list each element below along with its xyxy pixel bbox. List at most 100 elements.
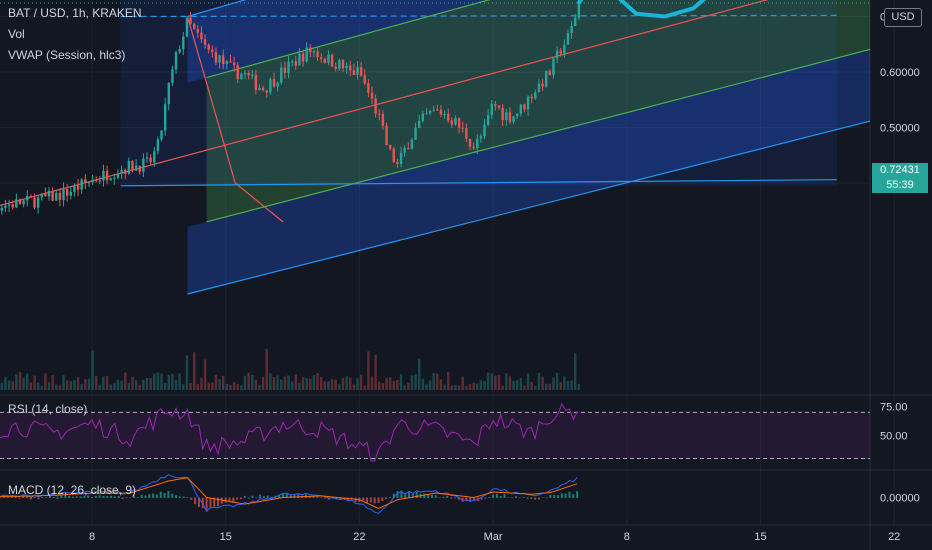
macd-histogram-bar [545, 497, 548, 499]
candle-body [432, 109, 435, 111]
last-price-tag: 0.72431 [872, 163, 928, 178]
macd-histogram-bar [457, 497, 460, 500]
candle-body [200, 32, 203, 40]
macd-histogram-bar [511, 497, 514, 499]
drawing-overlay [0, 0, 870, 19]
candle-body [323, 59, 327, 63]
currency-button[interactable]: USD [884, 8, 922, 27]
volume-bar [374, 354, 377, 390]
volume-bar [182, 384, 185, 390]
volume-bar [301, 377, 305, 390]
macd-histogram-bar [91, 496, 93, 498]
candle-body [269, 79, 272, 93]
macd-histogram-bar [175, 495, 178, 498]
volume-bar [131, 376, 134, 390]
candle-body [512, 116, 515, 122]
volume-bar [497, 375, 501, 390]
volume-bar [519, 377, 522, 390]
volume-bar [432, 372, 435, 390]
candle-body [465, 127, 468, 139]
candle-body [280, 67, 283, 83]
candle-body [519, 104, 522, 114]
volume-bar [247, 372, 250, 390]
range-box [120, 0, 837, 186]
candle-body [515, 113, 519, 117]
time-axis-tick: 8 [624, 531, 630, 543]
macd-histogram-bar [534, 497, 537, 500]
candle-body [203, 39, 207, 45]
volume-bar [174, 379, 178, 390]
volume-bar [483, 380, 486, 390]
rsi-line [0, 402, 578, 462]
candle-body [51, 190, 54, 201]
volume-bar [163, 383, 167, 390]
candle-body [497, 105, 501, 108]
candle-body [327, 54, 330, 63]
macd-histogram-bar [507, 497, 510, 498]
candle-body [80, 179, 83, 190]
macd-histogram-bar [411, 493, 414, 498]
candle-body [192, 23, 196, 29]
candle-body [490, 103, 493, 116]
volume-bar [425, 384, 428, 390]
macd-histogram-bar [18, 497, 21, 499]
candle-body [305, 47, 308, 62]
candle-body [254, 74, 258, 91]
macd-histogram-bar [396, 490, 399, 498]
macd-histogram-bar [239, 497, 242, 500]
symbol-legend[interactable]: BAT / USD, 1h, KRAKEN [8, 6, 142, 20]
volume-bar [385, 378, 388, 390]
signal-line [0, 477, 578, 510]
candle-body [178, 49, 181, 53]
volume-bar [171, 373, 174, 390]
candle-body [87, 182, 91, 184]
macd-histogram-bar [152, 493, 155, 498]
macd-histogram-bar [557, 495, 560, 498]
volume-bar [490, 373, 493, 390]
candle-body [468, 138, 472, 147]
macd-legend[interactable]: MACD (12, 26, close, 9) [8, 483, 137, 497]
candle-body [388, 145, 392, 149]
volume-bar [312, 375, 316, 390]
price-axis-tick: 0.60000 [880, 67, 920, 79]
rsi-legend[interactable]: RSI (14, close) [8, 402, 88, 416]
candle-body [555, 50, 559, 59]
vol-legend[interactable]: Vol [8, 27, 25, 41]
macd-histogram-bar [408, 491, 411, 498]
candle-body [243, 73, 247, 75]
volume-bar [120, 380, 123, 390]
macd-histogram-bar [159, 491, 162, 498]
volume-bar [127, 383, 131, 390]
macd-histogram-bar [129, 497, 132, 499]
macd-histogram-bar [503, 494, 506, 498]
macd-histogram-bar [52, 496, 55, 498]
macd-histogram-bar [41, 497, 44, 498]
candle-body [258, 87, 261, 91]
volume-bar [272, 377, 276, 390]
volume-bar [410, 375, 414, 390]
volume-bar [69, 381, 72, 390]
volume-bar [436, 373, 439, 390]
candle-body [149, 157, 152, 163]
price-candles [0, 0, 581, 215]
volume-bar [200, 377, 203, 390]
volume-bar [87, 378, 91, 390]
vwap-legend[interactable]: VWAP (Session, hlc3) [8, 48, 126, 62]
volume-bar [476, 383, 479, 390]
macd-histogram-bar [362, 497, 365, 501]
candle-body [537, 83, 541, 93]
countdown-tag: 55:39 [872, 178, 928, 193]
macd-histogram-bar [213, 497, 216, 507]
volume-bar [62, 375, 65, 390]
macd-histogram-bar [423, 493, 426, 498]
candle-body [95, 179, 98, 182]
macd-histogram-bar [499, 496, 502, 498]
candle-body [236, 65, 239, 80]
candle-body [316, 51, 319, 58]
candle-body [461, 127, 464, 129]
candle-body [26, 195, 29, 201]
volume-bar [378, 381, 381, 390]
candle-body [105, 170, 109, 181]
macd-histogram-bar [430, 494, 433, 498]
